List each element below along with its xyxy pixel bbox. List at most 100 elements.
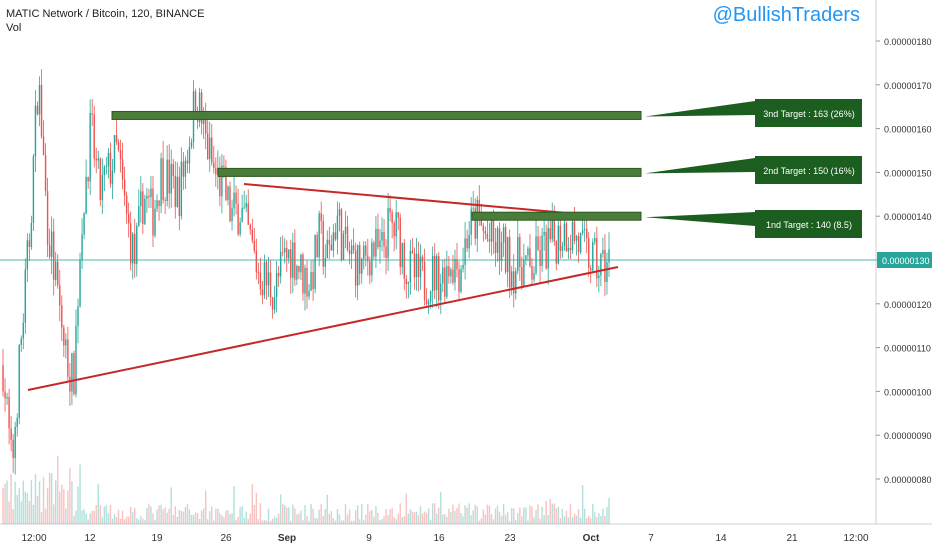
volume-bar — [403, 515, 406, 524]
volume-bar — [561, 508, 564, 524]
candle-body — [302, 254, 304, 294]
upper-trendline[interactable] — [243, 183, 601, 217]
candle-body — [350, 245, 353, 254]
volume-bar — [172, 515, 174, 524]
candle-body — [115, 135, 118, 143]
candle-body — [484, 231, 487, 234]
volume-bar — [156, 509, 158, 524]
x-tick-label: 21 — [786, 533, 798, 544]
volume-bar — [2, 488, 4, 524]
volume-bar — [456, 508, 458, 524]
volume-bar — [381, 518, 383, 524]
candle-body — [233, 192, 235, 209]
candle-body — [144, 198, 146, 225]
volume-bar — [61, 484, 63, 524]
volume-bar — [79, 464, 81, 524]
volume-bar — [344, 503, 347, 524]
volume-bar — [38, 481, 41, 524]
candle-body — [547, 228, 549, 269]
candle-body — [407, 282, 410, 284]
candle-body — [312, 272, 314, 290]
candle-body — [107, 152, 110, 167]
lower-trendline[interactable] — [27, 266, 619, 391]
candle-body — [567, 248, 570, 252]
candle-body — [446, 266, 448, 297]
candle-body — [213, 162, 215, 169]
volume-bar — [438, 507, 440, 524]
candle-body — [427, 301, 430, 305]
candle-body — [431, 255, 434, 292]
candle-body — [188, 147, 191, 164]
candle-body — [555, 241, 558, 264]
candle-body — [83, 213, 85, 235]
candle-body — [241, 207, 243, 223]
volume-bar — [488, 505, 491, 524]
target-band[interactable] — [111, 110, 642, 120]
volume-bar — [373, 516, 375, 524]
candle-body — [136, 226, 138, 264]
candle-body — [328, 239, 331, 245]
volume-bar — [265, 520, 268, 524]
candle-body — [251, 229, 254, 241]
target-band[interactable] — [471, 211, 642, 221]
volume-bar — [464, 505, 466, 524]
candle-body — [46, 191, 49, 245]
candle-body — [472, 208, 474, 210]
candle-body — [478, 199, 480, 215]
volume-bar — [448, 508, 450, 524]
candle-body — [340, 209, 343, 260]
candle-body — [401, 243, 403, 268]
target-callout[interactable] — [645, 210, 862, 238]
volume-bar — [10, 474, 12, 524]
candle-body — [91, 113, 93, 115]
volume-bar — [365, 514, 367, 524]
volume-bar — [525, 507, 527, 524]
candle-body — [253, 240, 256, 251]
volume-bar — [211, 506, 213, 524]
volume-bar — [470, 515, 472, 524]
candle-body — [596, 238, 598, 279]
candle-body — [24, 269, 27, 323]
volume-bar — [20, 501, 22, 524]
target-band[interactable] — [217, 167, 642, 177]
target-callout[interactable] — [645, 99, 862, 127]
candle-body — [306, 267, 308, 297]
volume-bar — [223, 517, 225, 524]
candle-body — [10, 428, 12, 440]
volume-bar — [123, 519, 126, 524]
volume-bar — [551, 503, 553, 524]
candle-body — [454, 259, 456, 283]
target-callout[interactable] — [645, 156, 862, 184]
candle-body — [474, 208, 476, 239]
volume-label: Vol — [6, 22, 22, 34]
volume-bar — [121, 510, 124, 524]
volume-bar — [608, 497, 610, 524]
candle-body — [89, 113, 91, 182]
candle-body — [543, 232, 545, 236]
candle-body — [391, 212, 393, 223]
candle-body — [286, 248, 288, 259]
candle-body — [132, 233, 134, 264]
volume-bar — [352, 520, 355, 524]
candle-body — [575, 236, 578, 241]
candle-body — [583, 229, 586, 230]
volume-bar — [59, 491, 61, 524]
candle-body — [158, 200, 160, 207]
volume-bar — [322, 516, 324, 524]
candle-body — [200, 92, 203, 124]
volume-bar — [57, 455, 59, 524]
volume-bar — [136, 518, 138, 524]
candle-body — [225, 167, 227, 201]
volume-bar — [431, 503, 434, 524]
candle-body — [178, 176, 181, 216]
volume-bar — [42, 477, 45, 524]
y-tick-label: 0.00000150 — [884, 168, 932, 178]
candle-body — [342, 233, 345, 260]
volume-bar — [273, 516, 276, 524]
candle-body — [436, 256, 438, 291]
volume-bar — [180, 510, 183, 524]
candle-body — [417, 253, 420, 278]
volume-bar — [77, 486, 79, 524]
symbol-title: MATIC Network / Bitcoin, 120, BINANCE — [6, 8, 205, 20]
